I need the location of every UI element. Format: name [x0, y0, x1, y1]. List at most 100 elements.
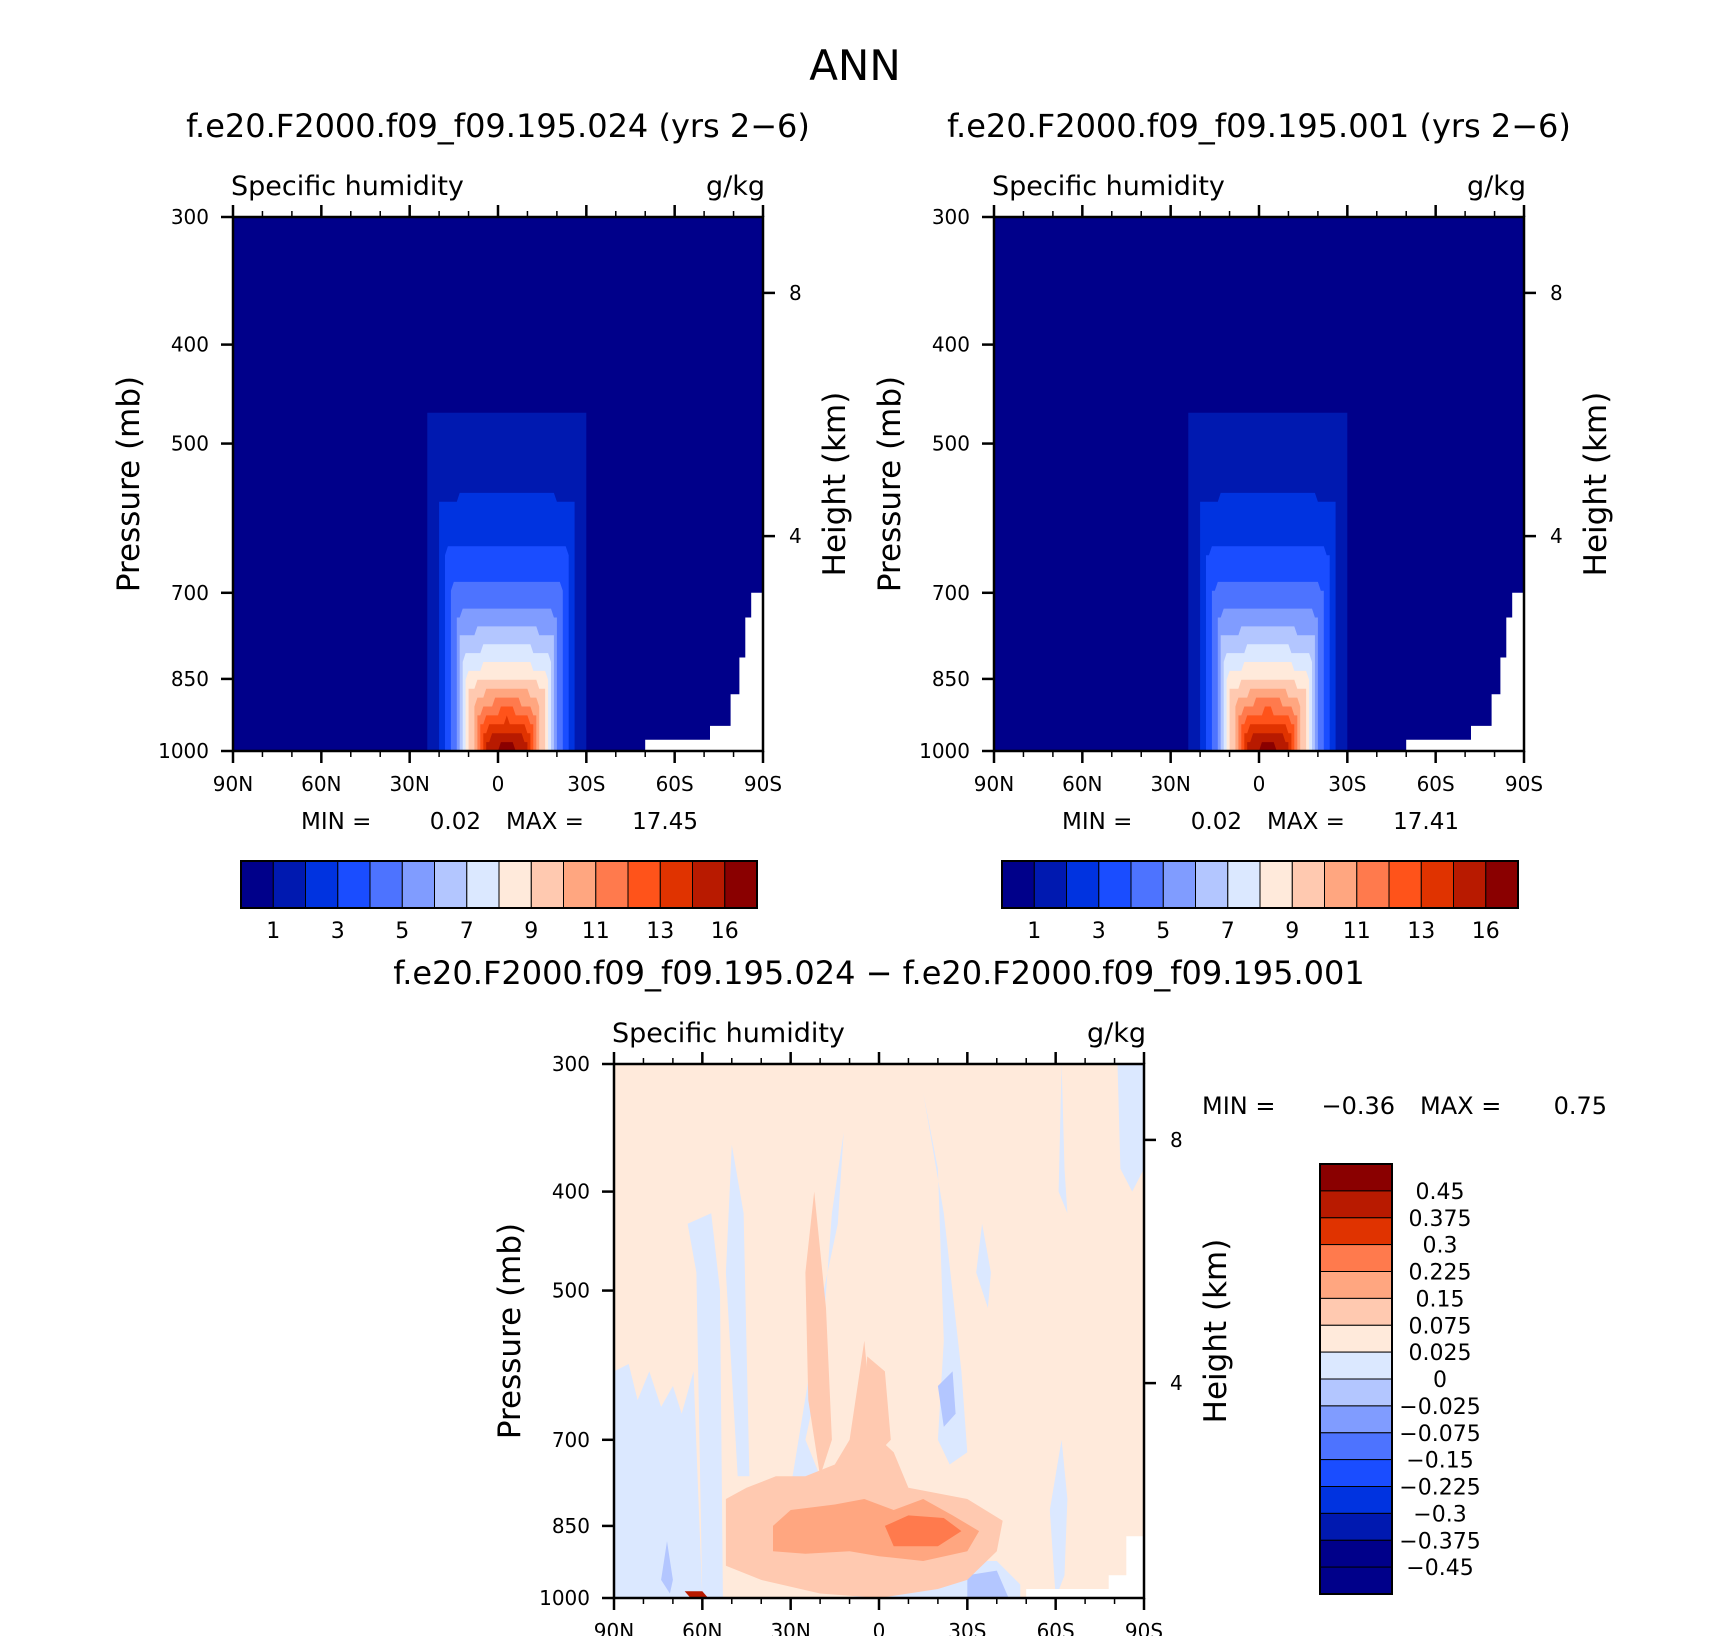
- x-tick-label: 90N: [594, 1619, 634, 1636]
- colorbar-label: 3: [331, 919, 345, 944]
- colorbar-label: 13: [1407, 919, 1435, 944]
- colorbar-swatch: [1319, 1351, 1393, 1380]
- y-axis-label: Pressure (mb): [492, 1223, 528, 1439]
- units-label: g/kg: [1467, 171, 1526, 202]
- colorbar-label: 0.45: [1416, 1180, 1465, 1205]
- colorbar-label: 0.075: [1409, 1314, 1472, 1339]
- colorbar-swatch: [1291, 860, 1326, 909]
- y-right-tick-label: 4: [1170, 1371, 1183, 1395]
- negative-strip-sh-upper: [1058, 1064, 1068, 1214]
- colorbar-swatch: [240, 860, 274, 909]
- positive-core-eq: [864, 1356, 891, 1453]
- colorbar-swatch: [1319, 1297, 1393, 1326]
- colorbar-swatch: [563, 860, 597, 909]
- contour-field: [233, 217, 763, 751]
- min-value: 0.02: [430, 809, 481, 835]
- max-label: MAX =: [1267, 809, 1345, 835]
- colorbar-swatch: [1319, 1405, 1393, 1434]
- colorbar-label: 13: [646, 919, 674, 944]
- x-tick-label: 30S: [1328, 772, 1366, 796]
- y-right-axis-label: Height (km): [1198, 1239, 1234, 1424]
- colorbar-label: 5: [395, 919, 409, 944]
- colorbar-swatch: [627, 860, 661, 909]
- units-label: g/kg: [1087, 1018, 1146, 1049]
- colorbar-label: 11: [1343, 919, 1371, 944]
- colorbar-label: 7: [460, 919, 474, 944]
- min-value: 0.02: [1191, 809, 1242, 835]
- colorbar-label: −0.375: [1399, 1529, 1480, 1554]
- colorbar-swatch: [659, 860, 694, 909]
- y-tick-label: 700: [932, 581, 970, 605]
- panel-title: f.e20.F2000.f09_f09.195.024 − f.e20.F200…: [393, 954, 1365, 992]
- colorbar-frame: [240, 860, 758, 909]
- contour-level-15: [1256, 742, 1280, 751]
- colorbar-swatch: [1453, 860, 1487, 909]
- colorbar-label: 1: [1027, 919, 1041, 944]
- y-axis-label: Pressure (mb): [111, 376, 147, 592]
- y-tick-label: 500: [932, 432, 970, 456]
- terrain-mask: [1406, 592, 1524, 751]
- variable-name: Specific humidity: [992, 171, 1225, 202]
- colorbar-swatch: [595, 860, 629, 909]
- y-tick-label: 850: [932, 667, 970, 691]
- x-tick-label: 30S: [948, 1619, 986, 1636]
- y-tick-label: 1000: [919, 739, 970, 763]
- colorbar-label: 3: [1092, 919, 1106, 944]
- contour-field: [994, 217, 1524, 751]
- variable-name: Specific humidity: [231, 171, 464, 202]
- negative-strip-sh-lower: [1049, 1439, 1068, 1598]
- colorbar-label: 16: [711, 919, 739, 944]
- colorbar-swatch: [1319, 1244, 1393, 1272]
- y-right-tick-label: 8: [1550, 281, 1563, 305]
- min-label: MIN =: [1062, 809, 1132, 835]
- negative-strip-subtropics: [790, 1132, 844, 1510]
- x-tick-label: 60N: [301, 772, 341, 796]
- colorbar-label: 0.025: [1409, 1341, 1472, 1366]
- colorbar-label: −0.225: [1399, 1476, 1480, 1501]
- y-tick-label: 850: [552, 1514, 590, 1538]
- main-title: ANN: [809, 41, 901, 90]
- max-label: MAX =: [506, 809, 584, 835]
- colorbar-swatch: [434, 860, 468, 909]
- min-label: MIN =: [301, 809, 371, 835]
- y-tick-label: 300: [552, 1052, 590, 1076]
- panel-difference: f.e20.F2000.f09_f09.195.024 − f.e20.F200…: [393, 954, 1607, 1636]
- colorbar-swatch: [1324, 860, 1358, 909]
- positive-peak-surface: [684, 1591, 709, 1598]
- colorbar-swatch: [1319, 1566, 1393, 1595]
- colorbar-swatch: [1319, 1432, 1393, 1461]
- colorbar-swatch: [1319, 1539, 1393, 1568]
- positive-max-core: [884, 1515, 962, 1547]
- max-value: 0.75: [1554, 1092, 1607, 1120]
- colorbar-label: −0.075: [1399, 1422, 1480, 1447]
- colorbar-label: 1: [266, 919, 280, 944]
- x-tick-label: 90S: [744, 772, 782, 796]
- x-tick-label: 0: [1253, 772, 1266, 796]
- y-tick-label: 400: [552, 1180, 590, 1204]
- colorbar-swatch: [1319, 1190, 1393, 1219]
- x-tick-label: 60N: [682, 1619, 722, 1636]
- x-tick-label: 60S: [1037, 1619, 1075, 1636]
- colorbar-swatch: [401, 860, 436, 909]
- y-tick-label: 700: [552, 1428, 590, 1452]
- colorbar-swatch: [1319, 1271, 1393, 1299]
- colorbar-swatch: [272, 860, 307, 909]
- y-tick-label: 400: [932, 333, 970, 357]
- colorbar-label: 0: [1433, 1368, 1447, 1393]
- x-tick-label: 0: [873, 1619, 886, 1636]
- colorbar: 1 3 5 7 9 11 13 16: [240, 860, 758, 944]
- colorbar-swatch: [466, 860, 500, 909]
- x-tick-label: 60S: [1417, 772, 1455, 796]
- y-right-tick-label: 8: [789, 281, 802, 305]
- positive-strip-nh: [805, 1191, 832, 1477]
- colorbar-label: 11: [582, 919, 610, 944]
- colorbar-swatch: [1098, 860, 1132, 909]
- y-tick-label: 400: [171, 333, 209, 357]
- min-label: MIN =: [1202, 1092, 1275, 1120]
- units-label: g/kg: [706, 171, 765, 202]
- negative-strip-nh: [725, 1144, 750, 1477]
- x-tick-label: 60N: [1062, 772, 1102, 796]
- y-tick-label: 1000: [158, 739, 209, 763]
- colorbar-swatch: [1162, 860, 1197, 909]
